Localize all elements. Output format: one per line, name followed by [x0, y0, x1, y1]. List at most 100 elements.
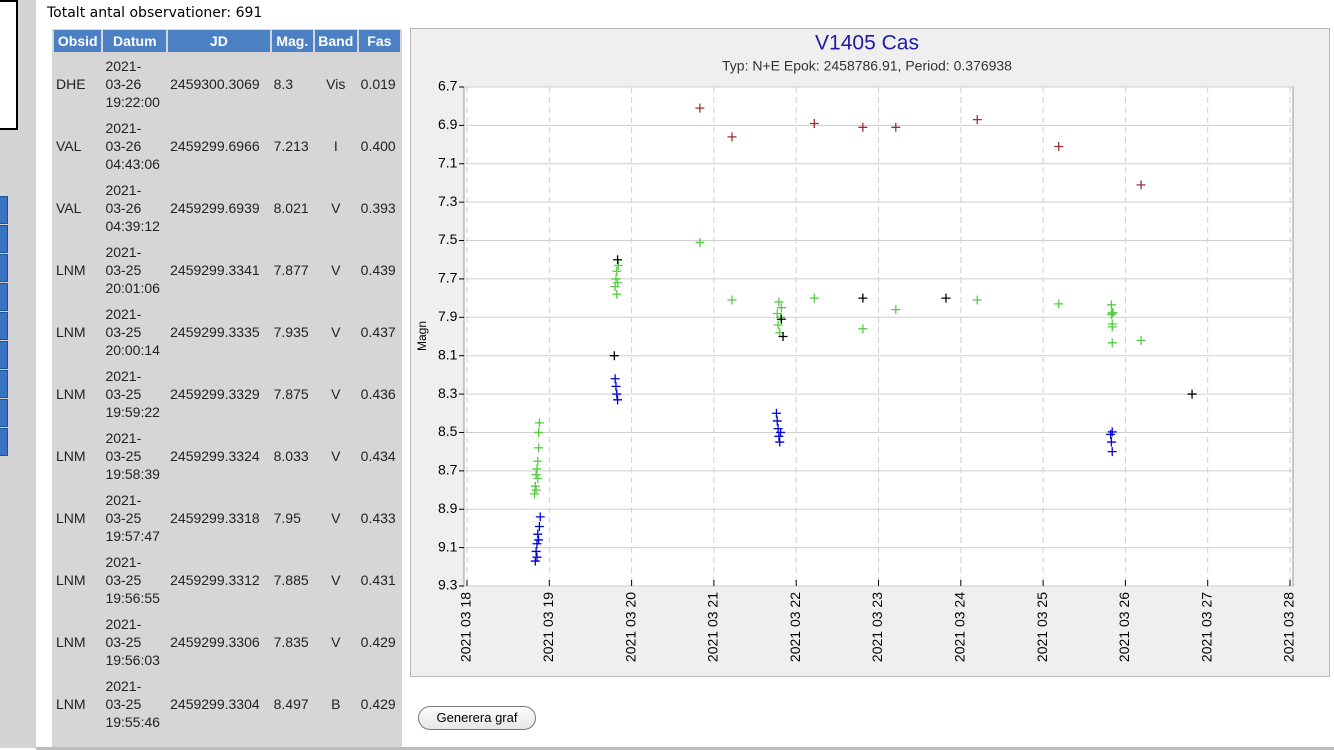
data-point: [858, 324, 868, 334]
data-point: [1107, 447, 1117, 457]
table-cell: 0.433: [360, 509, 396, 526]
data-point: [531, 546, 541, 556]
table-row: LNM 2021- 03-25 19:56:03 2459299.3306 7.835…: [54, 611, 400, 672]
data-point: [891, 122, 901, 132]
data-point: [1106, 309, 1116, 319]
y-tick-label: 7.7: [438, 270, 458, 286]
table-cell: I: [333, 137, 338, 154]
data-point: [529, 489, 539, 499]
data-point: [532, 464, 542, 474]
table-cell: 2459299.3335: [170, 323, 260, 340]
data-point: [613, 395, 623, 405]
data-point: [773, 320, 783, 330]
side-button[interactable]: [0, 283, 8, 311]
table-cell: LNM: [56, 571, 86, 588]
data-point: [532, 552, 542, 562]
table-cell: 2459299.6939: [170, 199, 260, 216]
table-cell: LNM: [56, 261, 86, 278]
left-sidebar: [0, 0, 36, 748]
table-cell: LNM: [56, 509, 86, 526]
x-tick-label: 2021 03 23: [869, 592, 885, 662]
table-body: DHE 2021- 03-26 19:22:00 2459300.3069 8.3 Vi…: [54, 53, 400, 734]
x-tick-label: 2021 03 24: [952, 592, 968, 662]
y-tick-label: 9.3: [438, 577, 458, 593]
table-cell: 0.437: [360, 323, 396, 340]
side-button[interactable]: [0, 370, 8, 398]
table-cell: 2021- 03-25 19:57:47: [105, 491, 160, 544]
table-cell: 7.213: [273, 137, 309, 154]
x-tick-label: 2021 03 18: [458, 592, 474, 662]
side-button[interactable]: [0, 428, 8, 456]
table-cell: 8.033: [273, 447, 309, 464]
x-tick-label: 2021 03 25: [1034, 592, 1050, 662]
side-button[interactable]: [0, 341, 8, 369]
y-tick-label: 6.9: [438, 116, 458, 132]
data-point: [1108, 308, 1118, 318]
column-header[interactable]: Datum: [103, 30, 167, 52]
data-point: [778, 332, 788, 341]
y-tick-label: 8.9: [438, 500, 458, 516]
side-button[interactable]: [0, 254, 8, 282]
data-point: [891, 305, 901, 315]
table-cell: 8.497: [273, 695, 309, 712]
table-cell: 2021- 03-25 20:01:06: [105, 243, 160, 296]
table-cell: 2459299.3306: [170, 633, 260, 650]
chart-title: V1405 Cas: [815, 32, 919, 55]
table-cell: 0.431: [360, 571, 396, 588]
table-cell: 0.439: [360, 261, 396, 278]
table-cell: V: [331, 447, 341, 464]
data-point: [775, 437, 785, 447]
table-cell: V: [331, 199, 341, 216]
column-header[interactable]: JD: [168, 30, 270, 52]
data-point: [1054, 141, 1064, 151]
table-cell: V: [331, 385, 341, 402]
data-point: [1054, 299, 1064, 309]
data-point: [941, 293, 951, 303]
data-point: [533, 529, 543, 539]
header-row: Obsid Datum JD Mag. Band Fas: [54, 30, 400, 52]
column-header[interactable]: Obsid: [54, 30, 102, 52]
data-point: [727, 132, 737, 142]
table-cell: V: [331, 261, 341, 278]
x-tick-label: 2021 03 27: [1198, 592, 1214, 662]
column-header[interactable]: Fas: [358, 30, 400, 52]
generate-button[interactable]: Generera graf: [418, 706, 536, 730]
data-point: [531, 470, 541, 480]
data-point: [612, 289, 622, 299]
table-cell: 7.95: [273, 509, 301, 526]
y-tick-label: 6.7: [438, 78, 458, 94]
table-cell: V: [331, 509, 341, 526]
data-point: [1136, 180, 1146, 190]
data-point: [1107, 427, 1117, 437]
table-cell: 2459299.3304: [170, 695, 260, 712]
table-cell: 7.875: [273, 385, 309, 402]
column-header[interactable]: Band: [314, 30, 357, 52]
column-header[interactable]: Mag.: [271, 30, 313, 52]
table-row: LNM 2021- 03-25 19:56:55 2459299.3312 7.885…: [54, 549, 400, 610]
side-button[interactable]: [0, 196, 8, 224]
table-cell: 2021- 03-26 04:39:12: [105, 181, 160, 234]
table-row: VAL 2021- 03-26 04:43:06 2459299.6966 7.213…: [54, 115, 400, 176]
side-button[interactable]: [0, 399, 8, 427]
y-tick-label: 8.3: [438, 385, 458, 401]
table-cell: 2459299.6966: [170, 137, 260, 154]
table-cell: 2021- 03-25 19:56:03: [105, 615, 160, 668]
data-point: [1107, 319, 1117, 329]
table-cell: 0.019: [360, 75, 396, 92]
table-cell: LNM: [56, 385, 86, 402]
side-button[interactable]: [0, 312, 8, 340]
data-point: [609, 351, 619, 361]
table-cell: 8.3: [273, 75, 294, 92]
table-row: LNM 2021- 03-25 20:00:14 2459299.3335 7.935…: [54, 301, 400, 362]
table-cell: LNM: [56, 633, 86, 650]
data-point: [776, 427, 786, 437]
y-tick-label: 7.1: [438, 154, 458, 170]
data-point: [695, 237, 705, 247]
y-tick-label: 8.1: [438, 346, 458, 362]
side-button[interactable]: [0, 225, 8, 253]
y-tick-label: 9.1: [438, 538, 458, 554]
observation-table: Obsid Datum JD Mag. Band Fas DHE 2021- 03-26 1…: [52, 29, 402, 735]
data-point: [534, 427, 544, 437]
table-cell: 2021- 03-25 19:55:46: [105, 677, 160, 730]
